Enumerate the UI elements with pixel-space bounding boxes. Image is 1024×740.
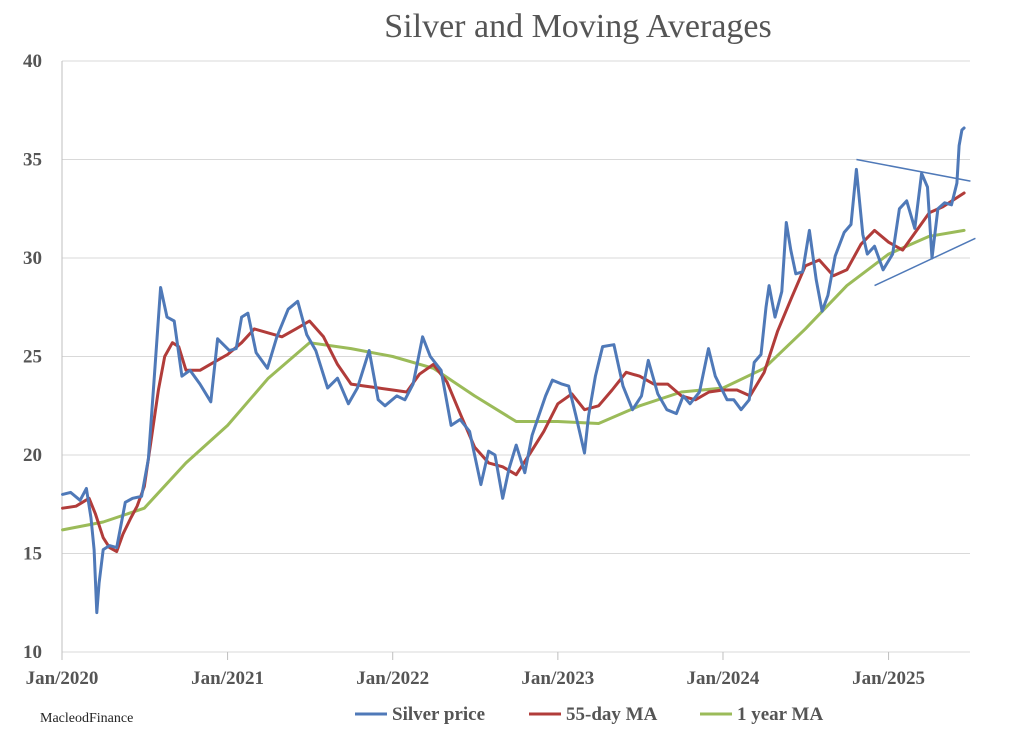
legend-label-silver-price: Silver price [392, 704, 485, 725]
series-line-1-year-ma [61, 228, 966, 532]
y-tick-label-15: 15 [23, 544, 42, 565]
y-axis-ticks: 10 15 20 25 30 35 40 [23, 51, 42, 663]
gridlines [61, 60, 970, 653]
y-tick-label-35: 35 [23, 150, 42, 171]
series-line-55-day-ma [61, 191, 966, 553]
series-line-silver-price [61, 126, 966, 615]
chart-title: Silver and Moving Averages [384, 8, 771, 45]
y-tick-label-40: 40 [23, 51, 42, 72]
x-tick-label-2023: Jan/2023 [521, 668, 594, 689]
legend-label-1-year-ma: 1 year MA [737, 704, 823, 725]
legend-label-55-day-ma: 55-day MA [566, 704, 658, 725]
x-tick-label-2022: Jan/2022 [356, 668, 429, 689]
x-tick-label-2021: Jan/2021 [191, 668, 264, 689]
y-tick-label-25: 25 [23, 347, 42, 368]
series-lines [61, 126, 966, 615]
y-tick-label-30: 30 [23, 248, 42, 269]
x-tick-label-2025: Jan/2025 [852, 668, 925, 689]
trendline-2 [874, 237, 976, 287]
x-axis-ticks: Jan/2020 Jan/2021 Jan/2022 Jan/2023 Jan/2024… [26, 652, 925, 689]
y-tick-label-20: 20 [23, 445, 42, 466]
y-tick-label-10: 10 [23, 642, 42, 663]
x-tick-label-2020: Jan/2020 [26, 668, 99, 689]
x-tick-label-2024: Jan/2024 [687, 668, 760, 689]
legend: Silver price 55-day MA 1 year MA [355, 704, 823, 725]
credit-text: MacleodFinance [40, 711, 133, 726]
trendlines [856, 158, 976, 287]
trendline-1 [856, 158, 971, 182]
